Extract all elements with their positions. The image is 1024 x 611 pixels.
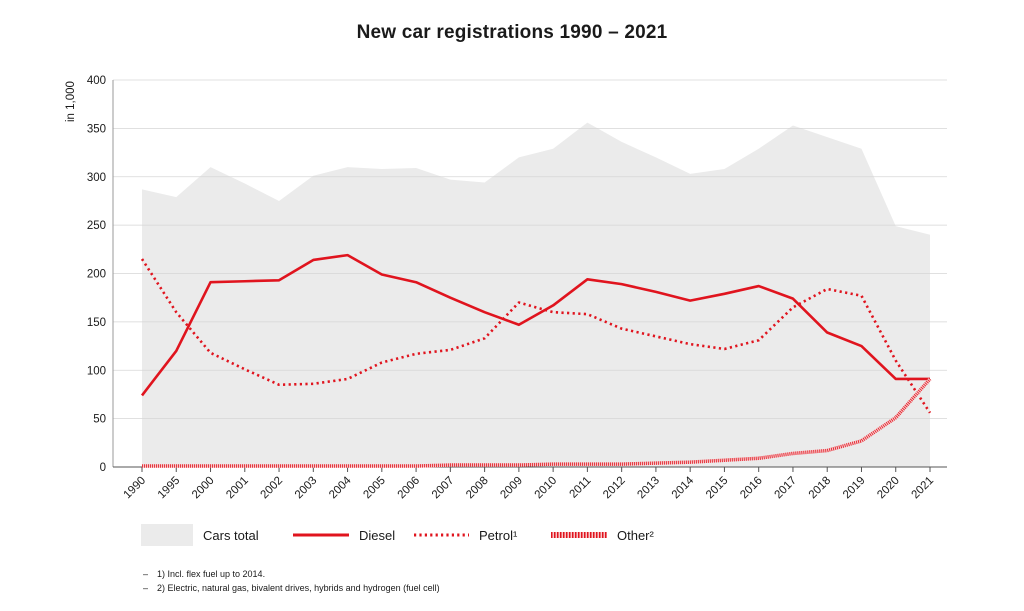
y-tick-label: 350 xyxy=(87,123,106,135)
legend-swatch-cars-total xyxy=(141,524,193,546)
x-tick-label: 2004 xyxy=(327,474,354,501)
x-tick-label: 2002 xyxy=(259,475,286,502)
line-diesel xyxy=(140,253,930,397)
x-tick-label: 2001 xyxy=(224,475,251,502)
legend-item-diesel: Diesel xyxy=(293,524,395,546)
footnote-2: –2) Electric, natural gas, bivalent driv… xyxy=(143,581,440,595)
chart-title: New car registrations 1990 – 2021 xyxy=(356,22,668,43)
y-tick-label: 50 xyxy=(93,414,106,426)
y-axis-label: in 1,000 xyxy=(65,81,77,122)
x-tick-label: 2012 xyxy=(601,475,628,502)
y-tick-label: 150 xyxy=(87,317,106,329)
x-tick-label: 2010 xyxy=(533,475,560,502)
footnotes: –1) Incl. flex fuel up to 2014. –2) Elec… xyxy=(143,567,440,595)
footnote-1-text: 1) Incl. flex fuel up to 2014. xyxy=(157,569,266,579)
x-tick-label: 2006 xyxy=(396,475,423,502)
x-tick-label: 1990 xyxy=(122,475,149,502)
x-tick-label: 2014 xyxy=(670,474,697,501)
y-tick-label: 0 xyxy=(100,462,106,474)
footnote-1: –1) Incl. flex fuel up to 2014. xyxy=(143,567,440,581)
legend-item-petrol: Petrol¹ xyxy=(413,524,517,546)
x-tick-label: 1995 xyxy=(156,475,183,502)
chart-legend: Cars total Diesel Petrol¹ Other² xyxy=(141,524,861,546)
x-tick-label: 2008 xyxy=(464,475,491,502)
legend-item-cars-total: Cars total xyxy=(141,524,259,546)
x-tick-label: 2007 xyxy=(430,475,457,502)
x-tick-label: 2009 xyxy=(498,475,525,502)
legend-item-other: Other² xyxy=(551,524,654,546)
x-tick-label: 2021 xyxy=(910,475,937,502)
footnote-marker: – xyxy=(143,583,149,593)
x-tick-label: 2017 xyxy=(772,475,799,502)
y-tick-label: 200 xyxy=(87,269,106,281)
x-tick-label: 2016 xyxy=(738,475,765,502)
y-tick-label: 250 xyxy=(87,220,106,232)
legend-label-cars-total: Cars total xyxy=(203,527,259,543)
x-tick-label: 2015 xyxy=(704,475,731,502)
area-cars-total xyxy=(142,122,930,467)
x-tick-label: 2019 xyxy=(841,475,868,502)
line-other xyxy=(142,377,932,468)
y-tick-label: 400 xyxy=(87,75,106,87)
footnote-marker: – xyxy=(143,569,149,579)
legend-label-diesel: Diesel xyxy=(359,527,396,543)
x-tick-label: 2005 xyxy=(361,475,388,502)
y-tick-label: 300 xyxy=(87,172,106,184)
line-petrol xyxy=(140,258,932,414)
x-tick-label: 2011 xyxy=(568,475,594,501)
y-tick-label: 100 xyxy=(87,365,106,377)
x-tick-label: 2018 xyxy=(807,475,834,502)
legend-swatch-other xyxy=(551,524,607,546)
x-tick-label: 2020 xyxy=(875,475,902,502)
legend-label-petrol: Petrol¹ xyxy=(479,527,518,543)
legend-swatch-petrol xyxy=(413,524,469,546)
x-tick-label: 2000 xyxy=(190,475,217,502)
legend-label-other: Other² xyxy=(617,527,654,543)
x-tick-label: 2003 xyxy=(293,475,320,502)
legend-swatch-diesel xyxy=(293,524,349,546)
x-tick-label: 2013 xyxy=(635,475,662,502)
footnote-2-text: 2) Electric, natural gas, bivalent drive… xyxy=(157,583,440,593)
